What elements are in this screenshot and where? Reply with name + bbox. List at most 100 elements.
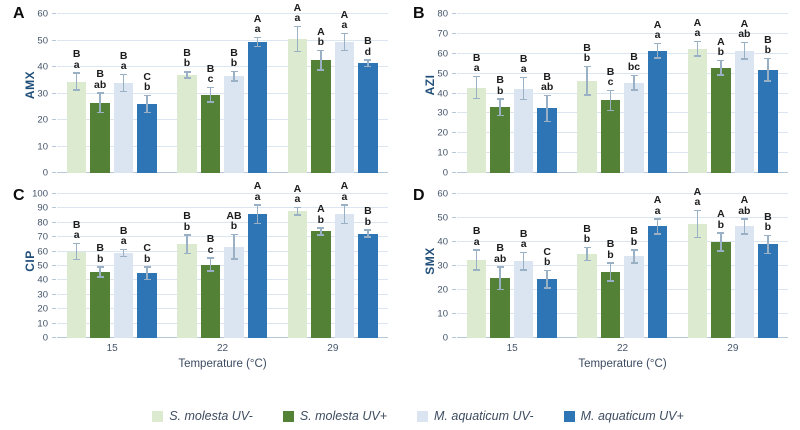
bar bbox=[90, 102, 110, 173]
error-bar-cap bbox=[293, 214, 301, 216]
error-bar-line bbox=[475, 75, 478, 100]
bar bbox=[734, 50, 755, 173]
y-tick-mark bbox=[452, 241, 456, 242]
bar bbox=[647, 226, 668, 338]
gridline bbox=[457, 13, 788, 14]
error-bar-cap bbox=[630, 262, 638, 264]
x-axis-line bbox=[457, 172, 788, 173]
y-tick-mark bbox=[52, 207, 56, 209]
gridline bbox=[57, 119, 388, 120]
y-tick-mark bbox=[52, 293, 56, 295]
bar bbox=[490, 278, 510, 338]
y-tick-mark bbox=[452, 52, 456, 54]
error-bar bbox=[317, 227, 325, 236]
error-bar-cap bbox=[630, 89, 638, 91]
error-bar bbox=[496, 266, 504, 290]
error-bar-cap bbox=[717, 74, 725, 76]
bar bbox=[66, 251, 87, 338]
gridline bbox=[57, 207, 388, 209]
plot-area-cip: Temperature (°C) 0 10 20 30 40 50 60 70 80 90 100 B… bbox=[32, 181, 388, 370]
y-tick-label: 60 bbox=[437, 188, 448, 200]
error-bar-cap bbox=[764, 252, 772, 254]
error-bar-line bbox=[633, 249, 635, 264]
bar bbox=[490, 107, 510, 173]
bar bbox=[537, 108, 557, 173]
bar bbox=[600, 100, 621, 173]
error-bar-cap bbox=[230, 233, 238, 236]
error-bar-line bbox=[99, 92, 101, 114]
error-bar bbox=[96, 266, 104, 278]
bar bbox=[758, 244, 778, 338]
y-tick-label: 0 bbox=[42, 332, 48, 344]
error-bar-cap bbox=[340, 222, 348, 225]
y-tick-label: 30 bbox=[37, 289, 48, 301]
error-bar-cap bbox=[693, 209, 701, 212]
error-bar bbox=[120, 73, 128, 93]
error-bar-line bbox=[656, 42, 659, 59]
error-bar-cap bbox=[543, 94, 551, 97]
y-tick-label: 80 bbox=[437, 8, 448, 20]
error-bar-cap bbox=[96, 266, 104, 268]
y-tick-label: 40 bbox=[437, 236, 448, 248]
error-bar bbox=[607, 262, 615, 282]
error-bar-cap bbox=[340, 49, 348, 52]
bar bbox=[200, 94, 221, 173]
error-bar bbox=[693, 40, 701, 57]
y-tick-mark bbox=[52, 236, 56, 238]
error-bar bbox=[583, 65, 591, 96]
error-bar bbox=[583, 246, 591, 262]
error-bar bbox=[364, 229, 372, 238]
error-bar-cap bbox=[230, 258, 238, 260]
y-tick-mark bbox=[452, 32, 456, 34]
error-bar bbox=[473, 249, 481, 271]
gridline bbox=[57, 236, 388, 238]
error-bar-cap bbox=[496, 114, 504, 117]
error-bar-line bbox=[767, 57, 769, 82]
error-bar bbox=[230, 233, 238, 260]
error-bar-cap bbox=[293, 206, 301, 209]
error-bar-line bbox=[75, 242, 78, 261]
bar bbox=[66, 81, 87, 173]
error-bar bbox=[543, 269, 551, 289]
bar bbox=[537, 279, 557, 338]
error-bar bbox=[183, 71, 191, 79]
error-bar-cap bbox=[183, 77, 191, 79]
error-bar bbox=[740, 218, 748, 235]
bar bbox=[287, 211, 308, 338]
gridline bbox=[57, 145, 388, 147]
error-bar-line bbox=[209, 86, 212, 103]
error-bar-cap bbox=[764, 80, 772, 82]
error-bar-cap bbox=[654, 57, 662, 59]
gridline bbox=[57, 92, 388, 94]
error-bar bbox=[254, 36, 262, 48]
error-bar-cap bbox=[183, 71, 191, 73]
error-bar-line bbox=[656, 218, 659, 235]
y-tick-mark bbox=[452, 112, 456, 114]
y-tick-mark bbox=[52, 119, 56, 120]
legend-label: M. aquaticum UV- bbox=[434, 409, 534, 423]
y-tick-mark bbox=[52, 13, 56, 14]
gridline bbox=[457, 193, 788, 194]
bar bbox=[513, 88, 534, 173]
gridline bbox=[57, 279, 388, 281]
gridline bbox=[57, 13, 388, 14]
significance-letters: AB b bbox=[226, 209, 242, 233]
bar bbox=[624, 256, 644, 338]
error-bar bbox=[340, 204, 348, 225]
x-axis-line bbox=[57, 337, 388, 338]
y-tick-label: 60 bbox=[437, 48, 448, 60]
bar bbox=[687, 48, 708, 173]
panel-cip: C CIP Temperature (°C) 0 10 20 30 40 50 60 70 80… bbox=[0, 181, 400, 384]
gridline bbox=[57, 322, 388, 324]
